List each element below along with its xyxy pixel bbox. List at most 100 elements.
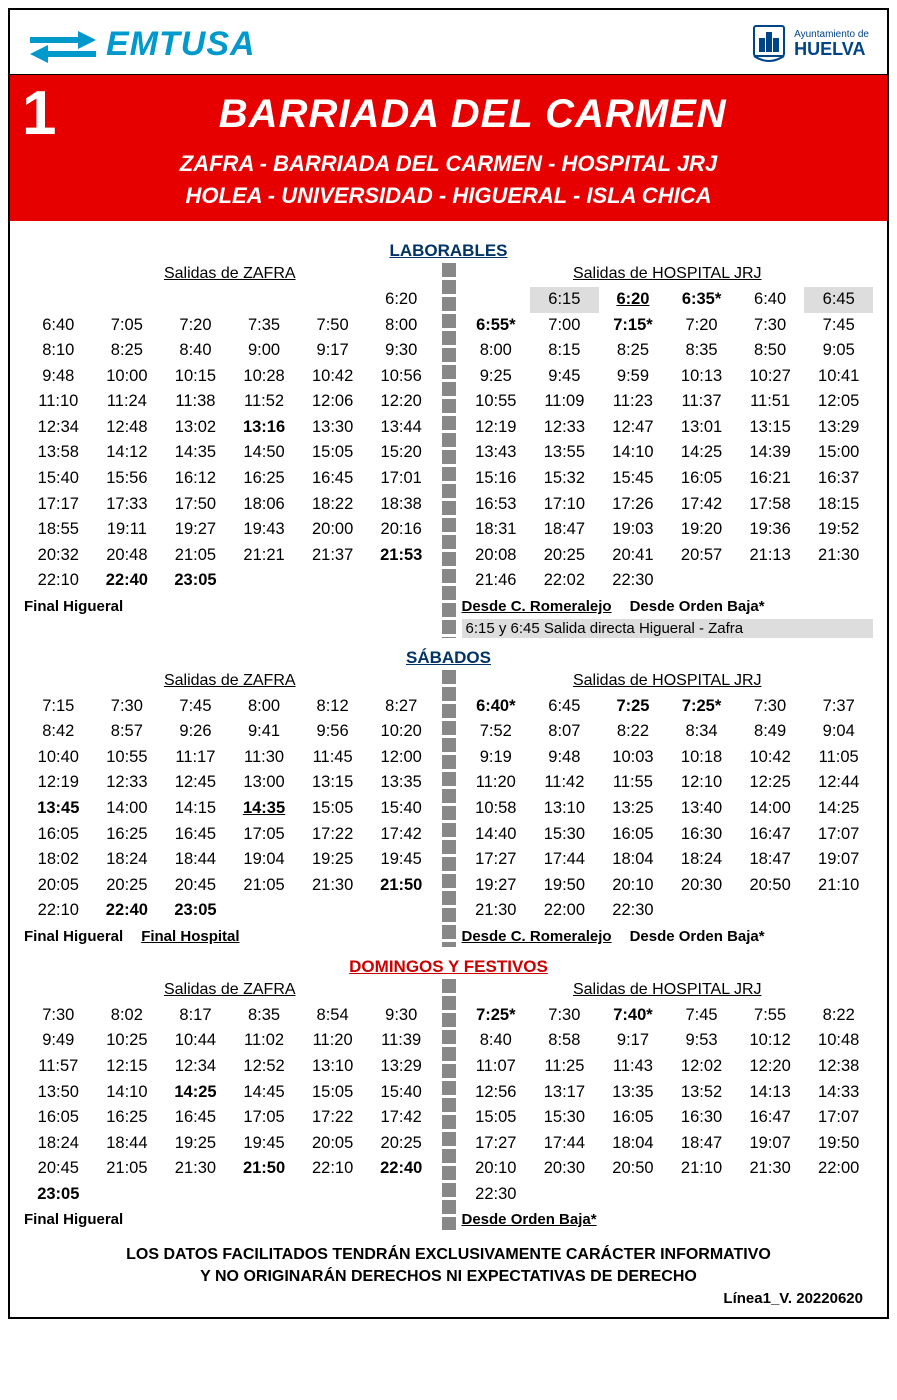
time-cell: 18:06 [230, 492, 299, 518]
time-cell: 20:05 [298, 1131, 367, 1157]
time-cell: 13:58 [24, 440, 93, 466]
laborables-right: Salidas de HOSPITAL JRJ 6:156:206:35*6:4… [462, 263, 874, 638]
time-cell: 15:05 [298, 440, 367, 466]
time-cell: 8:25 [93, 338, 162, 364]
time-cell: 17:10 [530, 492, 599, 518]
time-cell: 7:30 [736, 694, 805, 720]
time-cell: 19:25 [298, 847, 367, 873]
time-cell: 17:26 [599, 492, 668, 518]
time-cell: 19:25 [161, 1131, 230, 1157]
time-cell: 8:00 [367, 313, 436, 339]
time-cell: 11:30 [230, 745, 299, 771]
time-cell: 7:15* [599, 313, 668, 339]
time-cell: 12:19 [24, 770, 93, 796]
time-cell: 15:16 [462, 466, 531, 492]
time-cell: 13:02 [161, 415, 230, 441]
time-cell: 14:10 [93, 1080, 162, 1106]
time-cell: 17:05 [230, 1105, 299, 1131]
time-cell: 15:30 [530, 822, 599, 848]
time-cell: 17:22 [298, 1105, 367, 1131]
time-cell: 12:34 [24, 415, 93, 441]
time-cell: 15:05 [462, 1105, 531, 1131]
time-cell: 16:30 [667, 822, 736, 848]
time-cell: 13:50 [24, 1080, 93, 1106]
time-cell: 15:40 [24, 466, 93, 492]
time-cell: 16:25 [93, 822, 162, 848]
time-cell: 9:26 [161, 719, 230, 745]
time-cell: 8:22 [804, 1003, 873, 1029]
time-cell: 9:49 [24, 1028, 93, 1054]
time-cell: 17:27 [462, 1131, 531, 1157]
time-cell: 7:25 [599, 694, 668, 720]
time-cell: 18:22 [298, 492, 367, 518]
time-cell: 20:08 [462, 543, 531, 569]
time-cell [24, 287, 93, 313]
time-cell: 21:50 [367, 873, 436, 899]
time-cell: 10:42 [736, 745, 805, 771]
divider-icon [442, 263, 456, 638]
time-cell: 12:33 [93, 770, 162, 796]
time-cell: 13:25 [599, 796, 668, 822]
time-cell: 13:29 [804, 415, 873, 441]
time-cell: 12:47 [599, 415, 668, 441]
time-cell [161, 1182, 230, 1208]
time-cell: 14:00 [736, 796, 805, 822]
time-cell: 10:15 [161, 364, 230, 390]
sabados-left-head: Salidas de ZAFRA [24, 672, 436, 690]
time-cell: 9:05 [804, 338, 873, 364]
domingos-left-notes: Final Higueral [24, 1209, 436, 1230]
time-cell: 8:58 [530, 1028, 599, 1054]
time-cell: 12:06 [298, 389, 367, 415]
time-cell: 8:27 [367, 694, 436, 720]
time-cell: 8:22 [599, 719, 668, 745]
time-cell: 16:21 [736, 466, 805, 492]
time-cell: 8:40 [462, 1028, 531, 1054]
time-cell: 10:48 [804, 1028, 873, 1054]
time-cell: 17:33 [93, 492, 162, 518]
time-cell: 22:10 [24, 568, 93, 594]
time-cell: 10:40 [24, 745, 93, 771]
time-cell: 7:05 [93, 313, 162, 339]
time-cell: 14:12 [93, 440, 162, 466]
time-cell: 7:37 [804, 694, 873, 720]
time-cell: 14:35 [161, 440, 230, 466]
time-cell: 9:30 [367, 338, 436, 364]
time-cell: 8:49 [736, 719, 805, 745]
time-cell: 13:44 [367, 415, 436, 441]
time-cell: 16:45 [298, 466, 367, 492]
time-cell [667, 898, 736, 924]
time-cell: 11:10 [24, 389, 93, 415]
time-cell: 22:40 [367, 1156, 436, 1182]
time-cell: 7:52 [462, 719, 531, 745]
time-cell: 20:30 [530, 1156, 599, 1182]
time-cell: 20:25 [367, 1131, 436, 1157]
time-cell: 18:24 [93, 847, 162, 873]
time-cell: 8:35 [667, 338, 736, 364]
time-cell: 11:39 [367, 1028, 436, 1054]
time-cell: 13:16 [230, 415, 299, 441]
time-cell: 13:35 [367, 770, 436, 796]
time-cell: 10:41 [804, 364, 873, 390]
time-cell: 21:10 [667, 1156, 736, 1182]
time-cell: 7:00 [530, 313, 599, 339]
time-cell: 8:54 [298, 1003, 367, 1029]
time-cell: 19:04 [230, 847, 299, 873]
note-text: Desde Orden Baja* [462, 1211, 597, 1228]
time-cell [367, 568, 436, 594]
time-cell [93, 1182, 162, 1208]
time-cell: 7:55 [736, 1003, 805, 1029]
time-cell: 9:04 [804, 719, 873, 745]
time-cell: 13:40 [667, 796, 736, 822]
time-cell: 12:15 [93, 1054, 162, 1080]
time-cell: 16:05 [24, 1105, 93, 1131]
time-cell [367, 1182, 436, 1208]
line-number: 1 [22, 83, 56, 145]
time-cell: 15:00 [804, 440, 873, 466]
time-cell [530, 1182, 599, 1208]
time-cell: 6:15 [530, 287, 599, 313]
time-cell: 18:44 [161, 847, 230, 873]
laborables-right-head: Salidas de HOSPITAL JRJ [462, 265, 874, 283]
time-cell: 14:13 [736, 1080, 805, 1106]
time-cell: 9:48 [530, 745, 599, 771]
time-cell: 7:30 [530, 1003, 599, 1029]
